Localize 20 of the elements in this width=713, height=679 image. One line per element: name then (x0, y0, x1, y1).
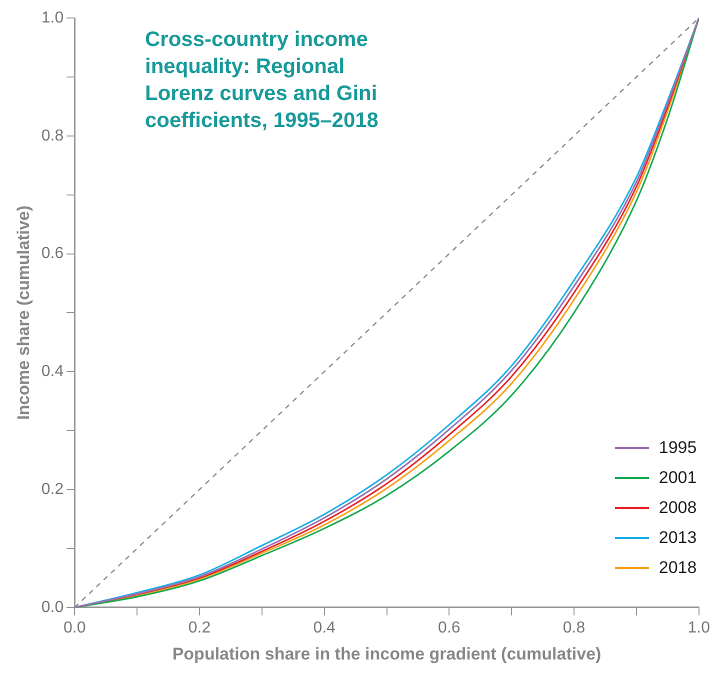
x-tick-label: 0.4 (313, 619, 336, 636)
y-tick-label: 0.2 (41, 480, 64, 498)
x-tick-label: 0.6 (438, 619, 460, 636)
x-tick-label: 0.2 (188, 619, 211, 636)
y-axis-title: Income share (cumulative) (14, 205, 33, 420)
y-tick-label: 0.8 (41, 127, 64, 144)
text: Cross-country income inequality: Regional Lorenz curves and Gini coefficients, 1995–2018 (145, 27, 380, 134)
legend-label: 2001 (658, 468, 697, 488)
y-tick-label: 0.0 (41, 598, 64, 616)
legend-label: 2013 (658, 528, 697, 548)
x-axis-title: Population share in the income gradient (cumulative) (172, 644, 602, 664)
y-tick-label: 0.6 (41, 245, 64, 262)
y-tick-label: 0.4 (41, 363, 64, 380)
x-tick-label: 0.8 (562, 619, 586, 636)
legend-label: 2018 (658, 558, 697, 578)
legend-label: 2008 (658, 498, 697, 518)
x-tick-label: 0.0 (64, 619, 86, 636)
y-tick-label: 1.0 (41, 9, 64, 26)
legend-label: 1995 (658, 438, 697, 458)
x-tick-label: 1.0 (688, 619, 710, 636)
